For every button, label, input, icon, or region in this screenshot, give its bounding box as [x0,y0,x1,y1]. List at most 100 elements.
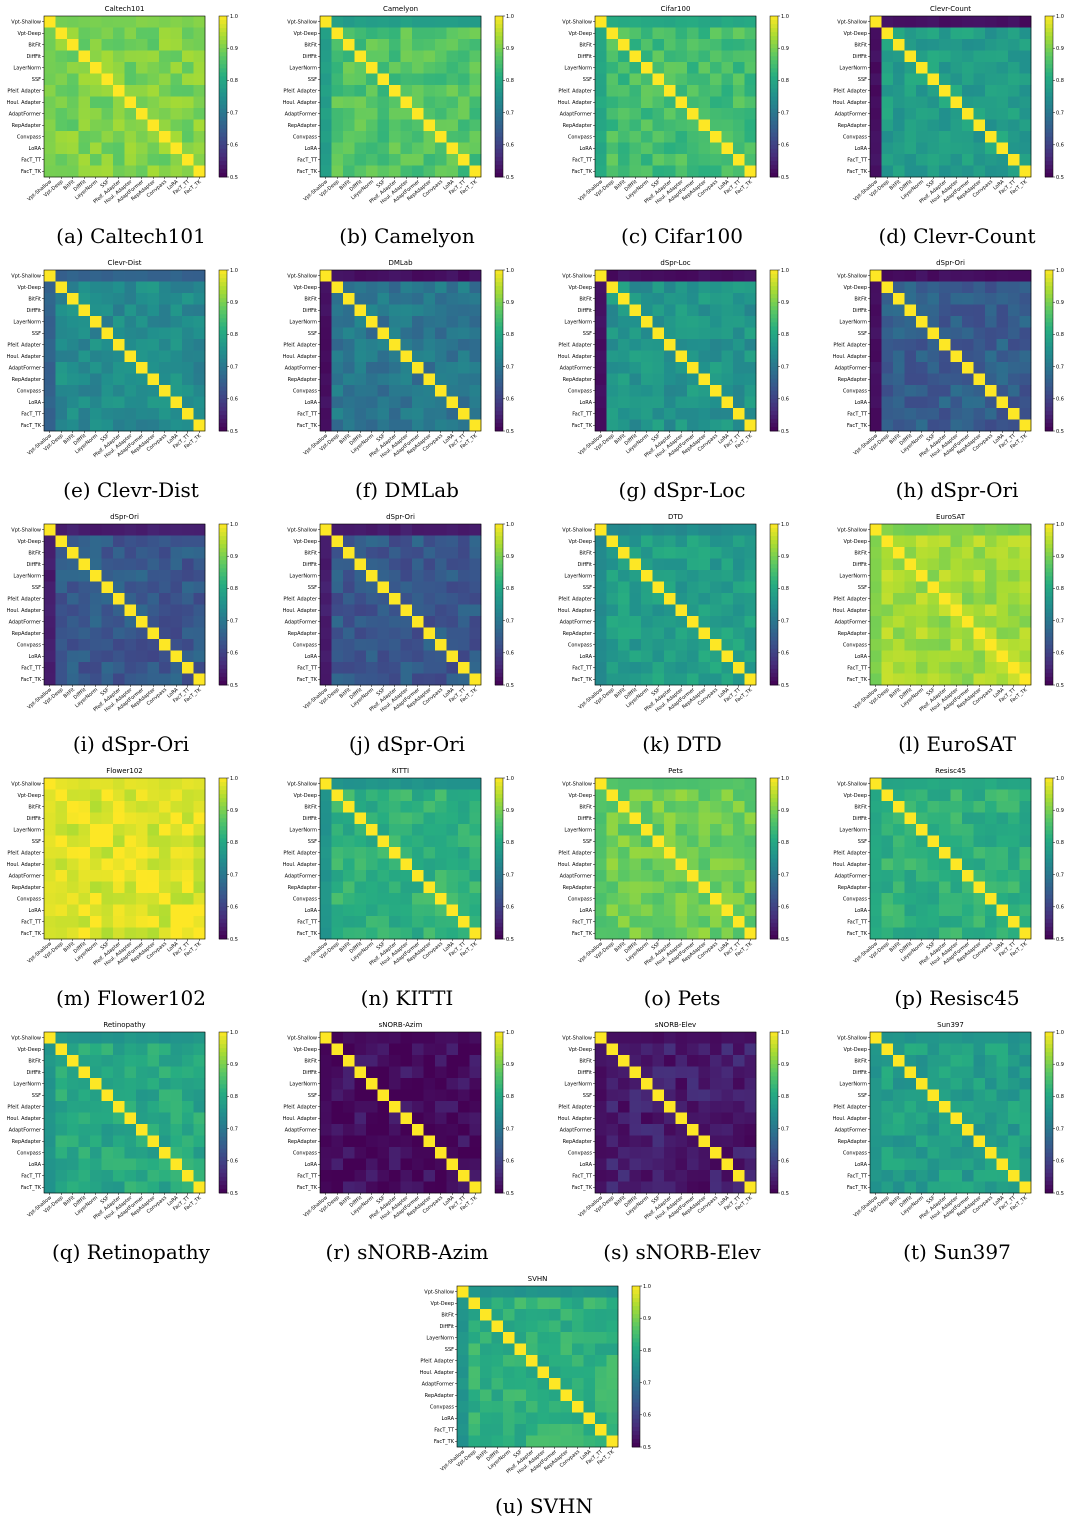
colorbar-tick-label: 1.0 [230,776,238,782]
heatmap-cell [653,813,665,825]
colorbar-tick-label: 0.8 [1056,332,1064,338]
heatmap-cell [113,293,125,305]
heatmap-cell [722,778,734,790]
heatmap-cell [676,662,688,674]
heatmap-cell [67,524,79,536]
y-tick-label: FacT_TK [847,677,868,683]
heatmap-cell [355,893,367,905]
heatmap-cell [699,305,711,317]
heatmap-cell [355,282,367,294]
heatmap-cell [882,85,894,97]
heatmap-cell [962,85,974,97]
colorbar-segment [770,681,778,685]
heatmap-cell [630,605,642,617]
heatmap-cell [664,62,676,74]
heatmap-cell [355,639,367,651]
heatmap-cell [332,120,344,132]
heatmap-cell [125,328,137,340]
heatmap-cell [870,674,882,686]
heatmap-cell [733,536,745,548]
y-tick-label: RepAdapter [563,123,593,129]
heatmap-cell [722,166,734,178]
heatmap-cell [56,662,68,674]
heatmap-cell [974,39,986,51]
heatmap-cell [1008,74,1020,86]
heatmap-cell [939,893,951,905]
heatmap-cell [630,790,642,802]
heatmap-cell [56,547,68,559]
heatmap-cell [458,605,470,617]
heatmap-cell [401,928,413,940]
heatmap-cell [962,524,974,536]
heatmap-cell [595,328,607,340]
heatmap-cell [159,524,171,536]
colorbar-segment [770,576,778,580]
colorbar-segment [495,584,503,588]
heatmap-cell [102,120,114,132]
y-tick-label: FacT_TK [297,423,318,429]
heatmap-cell [458,316,470,328]
heatmap-cell [90,582,102,594]
heatmap-cell [332,374,344,386]
heatmap-cell [67,870,79,882]
colorbar-segment [770,846,778,850]
colorbar-segment [219,32,227,36]
heatmap-cell [905,62,917,74]
heatmap-cell [159,120,171,132]
colorbar-segment [770,290,778,294]
heatmap-cell [745,397,757,409]
heatmap-cell [148,605,160,617]
y-tick-label: Houl. Adapter [283,100,318,106]
colorbar-segment [770,584,778,588]
heatmap-cell [102,74,114,86]
heatmap-cell [171,882,183,894]
colorbar-segment [1045,40,1053,44]
heatmap-cell [171,420,183,432]
heatmap-cell [939,639,951,651]
colorbar-segment [495,850,503,854]
heatmap-cell [102,593,114,605]
heatmap-cell [985,847,997,859]
heatmap-cell [676,85,688,97]
heatmap-cell [171,916,183,928]
heatmap-cell [928,616,940,628]
heatmap-cell [194,397,206,409]
y-tick-label: FacT_TT [297,666,318,672]
heatmap-cell [447,316,459,328]
heatmap-cell [699,374,711,386]
heatmap-cell [320,351,332,363]
heatmap-cell [67,97,79,109]
heatmap-cell [893,143,905,155]
heatmap-cell [56,51,68,63]
colorbar-tick-label: 0.6 [781,397,789,403]
heatmap-cell [458,305,470,317]
heatmap-cell [630,293,642,305]
heatmap-cell [113,28,125,40]
colorbar-segment [495,842,503,846]
heatmap-cell [159,547,171,559]
colorbar-segment [1045,891,1053,895]
heatmap-cell [332,870,344,882]
heatmap-cell [44,547,56,559]
heatmap-cell [159,74,171,86]
heatmap-cell [722,362,734,374]
heatmap-cell [722,893,734,905]
heatmap-cell [710,582,722,594]
heatmap-cell [699,801,711,813]
heatmap-cell [985,316,997,328]
heatmap-cell [595,847,607,859]
heatmap-cell [194,408,206,420]
heatmap-cell [939,85,951,97]
heatmap-cell [159,639,171,651]
heatmap-cell [733,85,745,97]
heatmap-cell [997,524,1009,536]
heatmap-cell [699,651,711,663]
y-tick-label: DiffFit [852,816,867,822]
heatmap-cell [664,559,676,571]
heatmap-cell [343,282,355,294]
colorbar-segment [770,72,778,76]
heatmap-cell [653,836,665,848]
heatmap-cell [412,928,424,940]
heatmap-cell [664,813,676,825]
